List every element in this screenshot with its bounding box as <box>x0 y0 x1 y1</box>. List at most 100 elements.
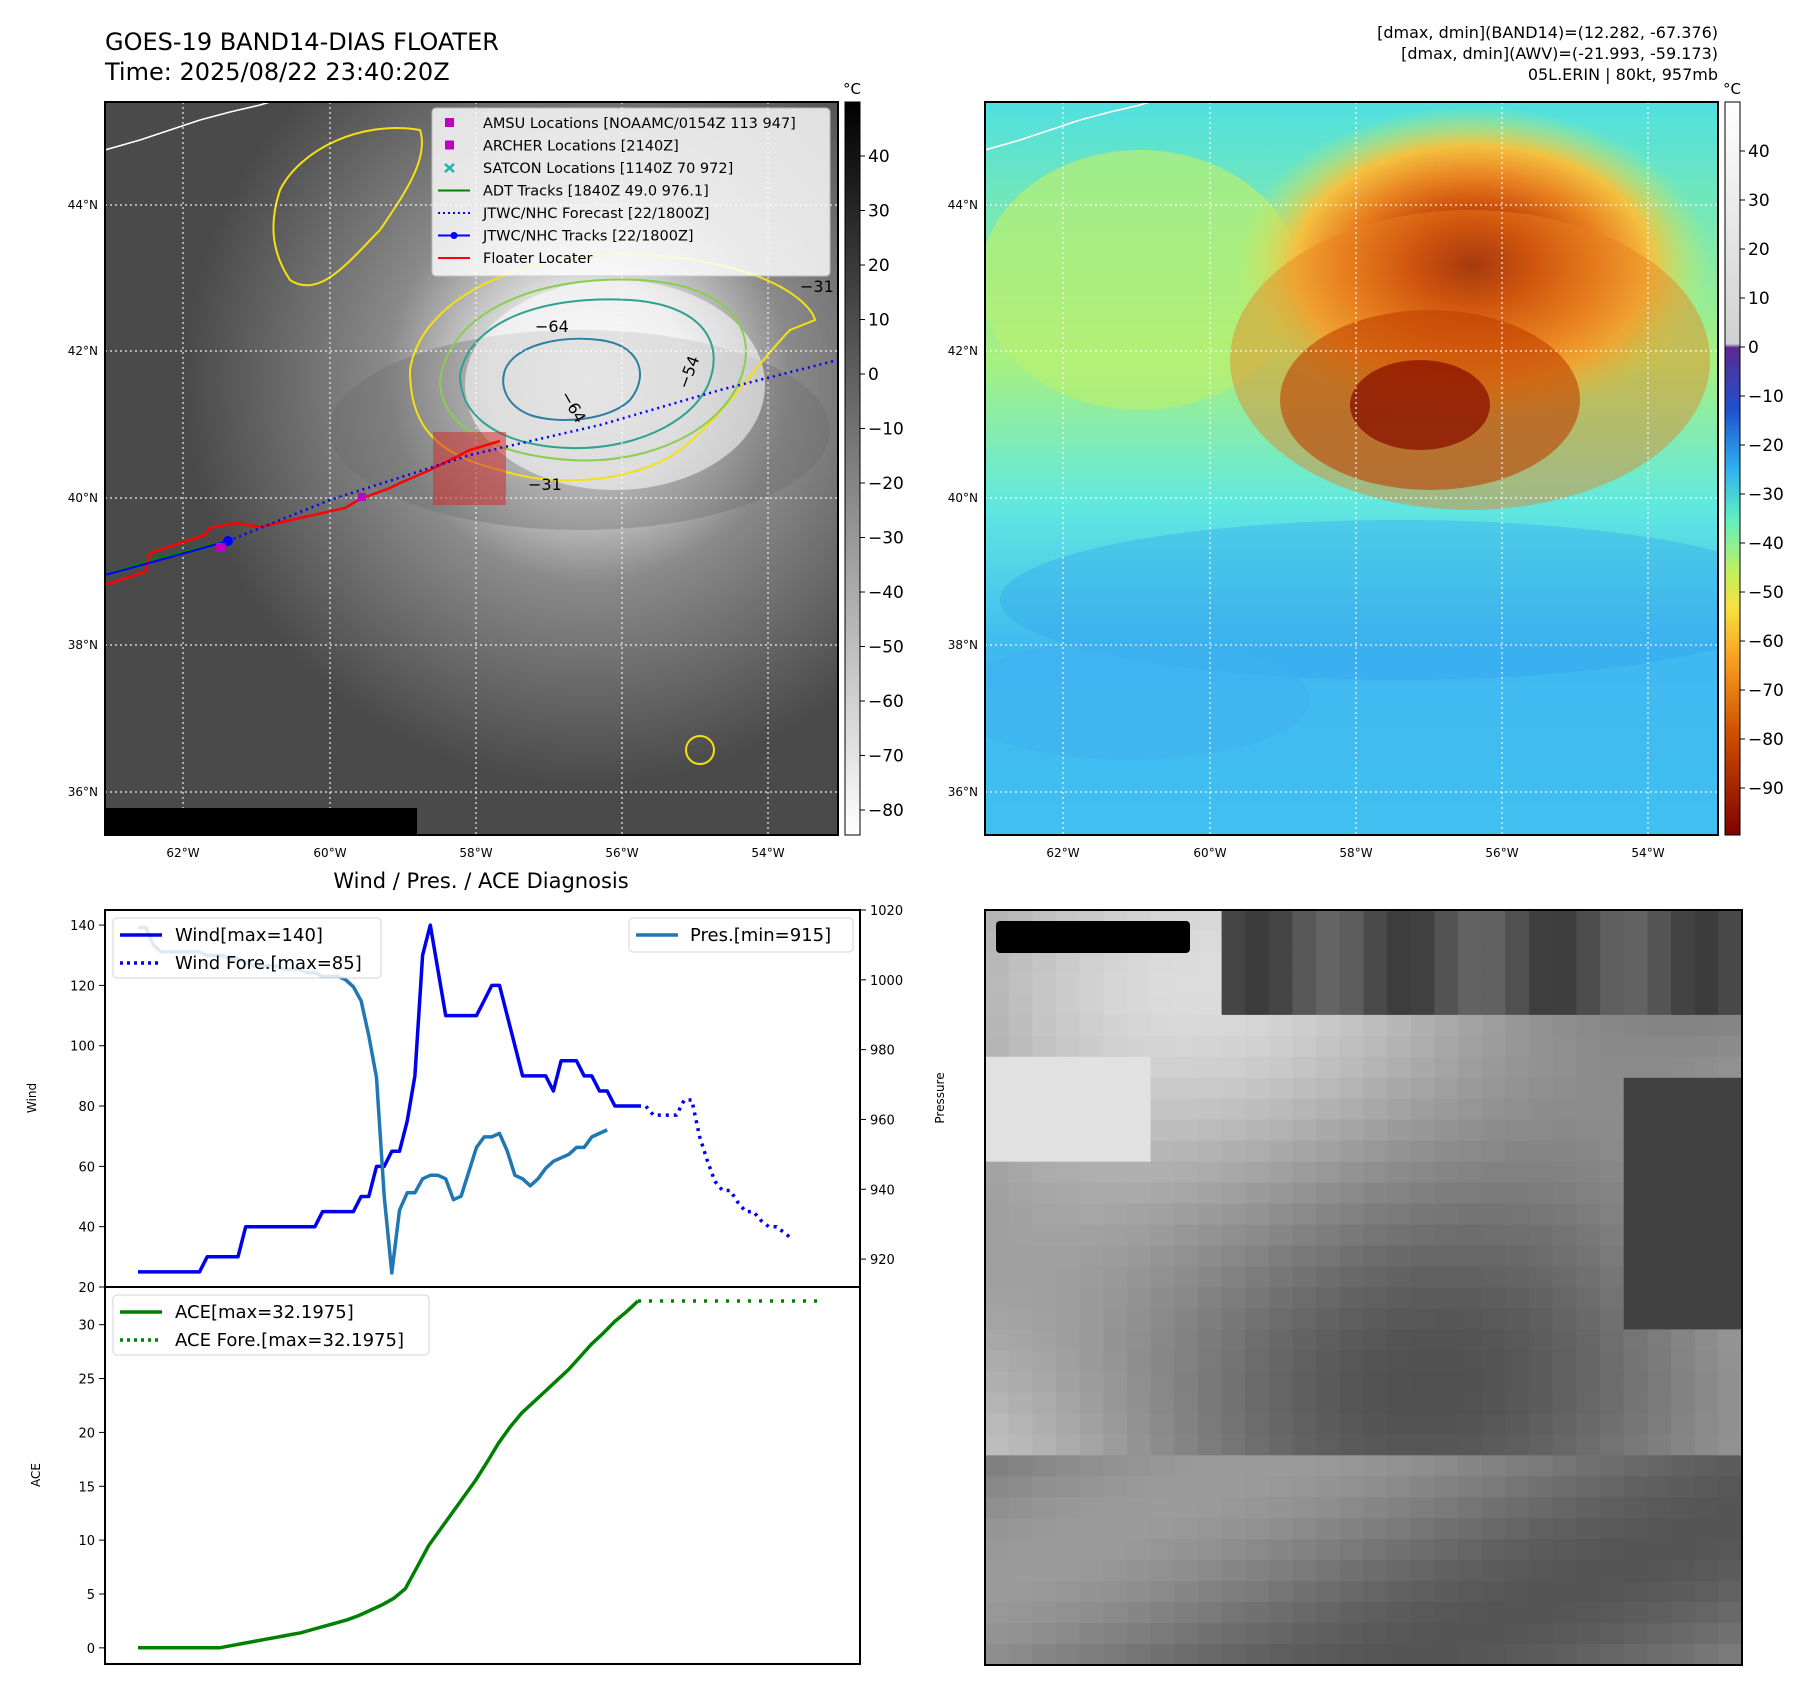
floater-box <box>433 432 506 505</box>
colorbar-tick-label: −10 <box>1748 387 1784 407</box>
colorbar-tick-label: −40 <box>1748 534 1784 554</box>
colorbar-tick-label: −70 <box>1748 681 1784 701</box>
colorbar-tick-label: −50 <box>1748 583 1784 603</box>
wind-tick-label: 40 <box>78 1221 95 1236</box>
diagnosis-title: Wind / Pres. / ACE Diagnosis <box>333 869 628 893</box>
lon-label: 56°W <box>1485 846 1518 860</box>
lat-label: 38°N <box>68 638 98 652</box>
legend-label: Floater Locater <box>483 251 592 267</box>
colorbar-tick-label: −20 <box>868 474 904 494</box>
ace-tick-label: 25 <box>78 1373 95 1388</box>
colorbar-tick-label: −20 <box>1748 436 1784 456</box>
colorbar-tick-label: −70 <box>868 747 904 767</box>
ace-tick-label: 0 <box>87 1642 95 1657</box>
colorbar-tick-label: −50 <box>868 638 904 658</box>
legend-label: ADT Tracks [1840Z 49.0 976.1] <box>483 184 709 200</box>
series-ace <box>138 1299 640 1650</box>
pressure-tick-label: 960 <box>870 1113 895 1128</box>
colorbar-tick-label: 40 <box>868 147 890 167</box>
jtwc-forecast <box>227 358 838 543</box>
lat-label: 36°N <box>948 785 978 799</box>
colorbar-tick-label: −80 <box>1748 730 1784 750</box>
legend-item: JTWC/NHC Forecast [22/1800Z] <box>438 206 709 222</box>
wmg-count-label: WMG Count: 82 <box>1004 927 1170 949</box>
lon-label: 54°W <box>751 846 784 860</box>
legend-label: JTWC/NHC Tracks [22/1800Z] <box>482 229 694 245</box>
colorbar-tick-label: −10 <box>868 420 904 440</box>
wmg-count-box <box>996 921 1190 953</box>
pressure-tick-label: 940 <box>870 1183 895 1198</box>
color-map-panel: 44°N 42°N 40°N 38°N 36°N 62°W 60°W 58°W … <box>948 80 1784 860</box>
jtwc-track-point <box>223 536 233 546</box>
contour-label: −31 <box>528 475 562 494</box>
lon-label: 58°W <box>459 846 492 860</box>
pressure-tick-label: 1000 <box>870 974 903 989</box>
amsu-marker <box>216 543 225 552</box>
lat-label: 36°N <box>68 785 98 799</box>
legend-label: JTWC/NHC Forecast [22/1800Z] <box>482 206 709 222</box>
legend-label: ARCHER Locations [2140Z] <box>483 139 679 155</box>
legend-item: JTWC/NHC Tracks [22/1800Z] <box>438 229 694 245</box>
wind-tick-label: 100 <box>70 1040 95 1055</box>
ace-tick-label: 30 <box>78 1319 95 1334</box>
wind-legend: Wind[max=140] Wind Fore.[max=85] <box>112 917 382 979</box>
ace-chart: 0 5 10 15 20 25 30 ACE ACE[max=32.1975] ACE Fo… <box>29 1286 861 1665</box>
lon-label: 54°W <box>1631 846 1664 860</box>
colorbar-tick-label: 0 <box>1748 338 1759 358</box>
legend-item: ADT Tracks [1840Z 49.0 976.1] <box>438 184 709 200</box>
ace-tick-label: 15 <box>78 1480 95 1495</box>
legend-label: AMSU Locations [NOAAMC/0154Z 113 947] <box>483 116 796 132</box>
lat-label: 44°N <box>948 198 978 212</box>
lon-label: 56°W <box>605 846 638 860</box>
color-colorbar-unit: °C <box>1723 80 1741 98</box>
colorbar-tick-label: −60 <box>1748 632 1784 652</box>
legend-wind-fore-label: Wind Fore.[max=85] <box>175 953 362 974</box>
colorbar-tick-label: 10 <box>868 311 890 331</box>
wind-tick-label: 140 <box>70 919 95 934</box>
info-storm: 05L.ERIN | 80kt, 957mb <box>1528 65 1718 84</box>
colorbar-tick-label: −90 <box>1748 779 1784 799</box>
pressure-axis-label: Pressure <box>933 1072 947 1123</box>
wind-axis-label: Wind <box>25 1083 39 1113</box>
legend-item: AMSU Locations [NOAAMC/0154Z 113 947] <box>445 116 796 132</box>
contour-label: −31 <box>800 277 834 296</box>
contour-minus54 <box>438 278 747 462</box>
wmg-panel: WMG Count: 82 <box>984 909 1743 1666</box>
legend-item: Floater Locater <box>438 251 592 267</box>
legend-pres-label: Pres.[min=915] <box>690 925 831 946</box>
colorbar-tick-label: 40 <box>1748 142 1770 162</box>
pressure-legend: Pres.[min=915] <box>628 917 854 953</box>
lat-label: 40°N <box>948 491 978 505</box>
lon-label: 60°W <box>313 846 346 860</box>
colorbar-tick-label: −40 <box>868 583 904 603</box>
series-wind-fore- <box>638 1098 793 1241</box>
ir-colorbar-unit: °C <box>843 80 861 98</box>
lat-label: 40°N <box>68 491 98 505</box>
copyright-text: Copyright © 2020-2025 Dapiya <box>110 812 389 831</box>
colorbar-tick-label: −30 <box>868 529 904 549</box>
lon-label: 58°W <box>1339 846 1372 860</box>
legend-label: SATCON Locations [1140Z 70 972] <box>483 161 733 177</box>
colorbar-tick-label: −30 <box>1748 485 1784 505</box>
color-map-frame <box>984 101 1719 836</box>
lat-label: 42°N <box>68 344 98 358</box>
colorbar-tick-label: 0 <box>868 365 879 385</box>
lat-label: 42°N <box>948 344 978 358</box>
pressure-tick-label: 920 <box>870 1253 895 1268</box>
lon-label: 62°W <box>1046 846 1079 860</box>
legend-marker <box>445 118 454 127</box>
contour-label: −64 <box>535 317 569 336</box>
archer-marker <box>358 493 366 501</box>
ace-tick-label: 10 <box>78 1534 95 1549</box>
legend-marker-dot <box>450 232 458 239</box>
ir-map-frame <box>104 101 839 836</box>
colorbar-tick-label: 20 <box>1748 240 1770 260</box>
pressure-tick-label: 1020 <box>870 904 903 919</box>
lat-label: 44°N <box>68 198 98 212</box>
lon-label: 60°W <box>1193 846 1226 860</box>
contour-minus64 <box>458 298 715 450</box>
ace-tick-label: 5 <box>87 1588 95 1603</box>
legend-ace-label: ACE[max=32.1975] <box>175 1302 354 1323</box>
wind-tick-label: 120 <box>70 979 95 994</box>
ir-map-panel: −64 −64 −54 −31 −31 AMSU Locations [NOAA… <box>68 80 904 860</box>
